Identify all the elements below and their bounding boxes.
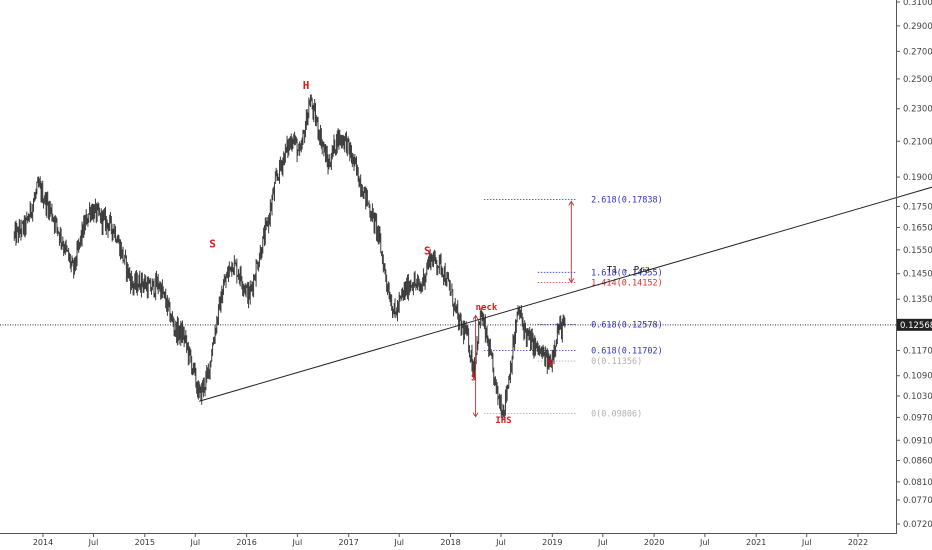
wave-label: S: [548, 359, 553, 369]
x-tick-label: Jul: [699, 538, 710, 547]
arrow-head: [568, 200, 575, 206]
x-tick-label: Jul: [393, 538, 404, 547]
trend-lines: [0, 186, 932, 418]
x-tick-label: 2022: [848, 538, 868, 547]
wave-label: S: [209, 238, 216, 251]
x-tick-label: Jul: [495, 538, 506, 547]
x-tick-label: 2014: [33, 538, 53, 547]
wave-label: S: [471, 374, 476, 384]
fib-level-label: 0(0.11356): [591, 357, 642, 367]
target-note: T1 - Prz: [607, 265, 650, 275]
fib-level-label: 2.618(0.17838): [591, 196, 663, 206]
x-tick-label: Jul: [189, 538, 200, 547]
wave-label: IHS: [495, 416, 511, 426]
x-tick-label: 2017: [339, 538, 359, 547]
trendline: [199, 186, 932, 402]
x-tick-label: 2018: [440, 538, 460, 547]
wave-label: S: [424, 244, 431, 257]
arrow-head: [472, 412, 479, 418]
x-tick-label: 2021: [746, 538, 766, 547]
arrow-tail: [568, 278, 575, 284]
fib-level-label: 0.618(0.12578): [591, 321, 663, 331]
x-tick-label: 2015: [135, 538, 155, 547]
current-price-tag: [897, 318, 932, 331]
x-tick-label: Jul: [597, 538, 608, 547]
x-tick-label: Jul: [88, 538, 99, 547]
price-bars: [13, 94, 566, 420]
x-tick-label: 2020: [644, 538, 664, 547]
x-tick-label: Jul: [292, 538, 303, 547]
wave-label: H: [303, 79, 310, 92]
current-price-label: 0.12568: [900, 321, 932, 331]
fib-level-label: 1.414(0.14152): [591, 278, 663, 288]
x-tick-label: 2016: [236, 538, 256, 547]
wave-label: neck: [476, 303, 498, 313]
arrow-tail: [472, 314, 479, 320]
fib-level-label: 0.618(0.11702): [591, 346, 663, 356]
x-axis[interactable]: 2014 Jul 2015 Jul 2016 Jul 2017 Jul 2018 Jul 2019 J…: [33, 533, 868, 547]
x-tick-label: 2019: [542, 538, 562, 547]
fib-level-label: 0(0.09806): [591, 410, 642, 420]
fib-level-label: 1.618(0.14555): [591, 268, 663, 278]
x-tick-label: Jul: [801, 538, 812, 547]
fib-levels: 2.618(0.17838) 1.618(0.14555)1.414(0.1415…: [483, 196, 663, 420]
